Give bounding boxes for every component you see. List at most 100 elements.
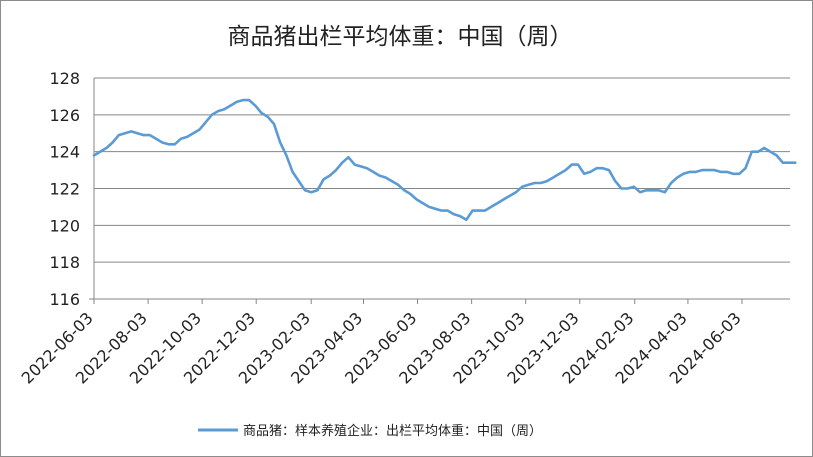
data-point <box>726 171 728 173</box>
data-point <box>645 189 647 191</box>
data-point <box>440 209 442 211</box>
data-point <box>546 180 548 182</box>
data-point <box>186 136 188 138</box>
data-point <box>279 141 281 143</box>
data-point <box>391 180 393 182</box>
data-point <box>124 132 126 134</box>
data-point <box>273 123 275 125</box>
data-point <box>626 187 628 189</box>
data-point <box>484 209 486 211</box>
data-point <box>335 169 337 171</box>
data-point <box>459 215 461 217</box>
data-point <box>416 198 418 200</box>
data-point <box>242 99 244 101</box>
y-tick-label: 122 <box>49 180 80 199</box>
data-point <box>130 130 132 132</box>
data-point <box>353 163 355 165</box>
data-point <box>658 189 660 191</box>
data-point <box>149 134 151 136</box>
data-point <box>571 163 573 165</box>
data-point <box>527 184 529 186</box>
data-point <box>180 138 182 140</box>
y-tick-label: 120 <box>49 216 80 235</box>
data-point <box>564 169 566 171</box>
data-point <box>769 151 771 153</box>
data-point <box>118 134 120 136</box>
data-point <box>670 182 672 184</box>
grid-layer <box>94 77 790 300</box>
data-point <box>304 189 306 191</box>
data-point <box>775 154 777 156</box>
data-point <box>676 176 678 178</box>
data-point <box>465 219 467 221</box>
data-point <box>713 169 715 171</box>
data-point <box>254 104 256 106</box>
y-tick-label: 116 <box>49 290 80 309</box>
data-point <box>111 141 113 143</box>
data-point <box>651 189 653 191</box>
data-point <box>471 209 473 211</box>
data-point <box>198 128 200 130</box>
data-point <box>707 169 709 171</box>
data-point <box>341 162 343 164</box>
axis-layer: 1161181201221241261282022-06-032022-08-0… <box>18 69 790 388</box>
data-point <box>434 208 436 210</box>
data-point <box>192 132 194 134</box>
data-point <box>285 154 287 156</box>
data-point <box>738 173 740 175</box>
data-point <box>639 191 641 193</box>
data-point <box>533 182 535 184</box>
data-point <box>105 147 107 149</box>
data-point <box>267 116 269 118</box>
data-point <box>515 191 517 193</box>
data-point <box>397 184 399 186</box>
data-point <box>384 176 386 178</box>
data-point <box>174 143 176 145</box>
data-point <box>788 162 790 164</box>
data-point <box>595 167 597 169</box>
y-tick-label: 124 <box>49 143 80 162</box>
data-point <box>298 180 300 182</box>
series-layer <box>92 98 797 222</box>
data-point <box>682 173 684 175</box>
data-point <box>664 191 666 193</box>
data-point <box>217 110 219 112</box>
data-point <box>602 167 604 169</box>
data-point <box>763 147 765 149</box>
legend: 商品猪：样本养殖企业：出栏平均体重：中国（周） <box>198 423 542 439</box>
data-point <box>689 171 691 173</box>
data-point <box>782 162 784 164</box>
data-point <box>422 202 424 204</box>
data-point <box>490 206 492 208</box>
data-point <box>453 213 455 215</box>
data-point <box>447 209 449 211</box>
data-point <box>211 114 213 116</box>
data-point <box>322 178 324 180</box>
legend-label: 商品猪：样本养殖企业：出栏平均体重：中国（周） <box>243 423 542 439</box>
data-point <box>136 132 138 134</box>
data-point <box>614 180 616 182</box>
y-tick-label: 126 <box>49 106 80 125</box>
data-point <box>316 189 318 191</box>
data-point <box>347 156 349 158</box>
data-point <box>583 173 585 175</box>
series-line <box>92 98 797 222</box>
data-point <box>496 202 498 204</box>
data-point <box>99 151 101 153</box>
data-point <box>372 171 374 173</box>
data-point <box>509 195 511 197</box>
data-point <box>366 167 368 169</box>
data-point <box>608 169 610 171</box>
data-point <box>248 99 250 101</box>
data-point <box>502 198 504 200</box>
data-point <box>223 108 225 110</box>
data-point <box>751 151 753 153</box>
data-point <box>205 121 207 123</box>
y-tick-label: 118 <box>49 253 80 272</box>
data-point <box>155 138 157 140</box>
data-point <box>260 112 262 114</box>
data-point <box>409 193 411 195</box>
data-point <box>701 169 703 171</box>
